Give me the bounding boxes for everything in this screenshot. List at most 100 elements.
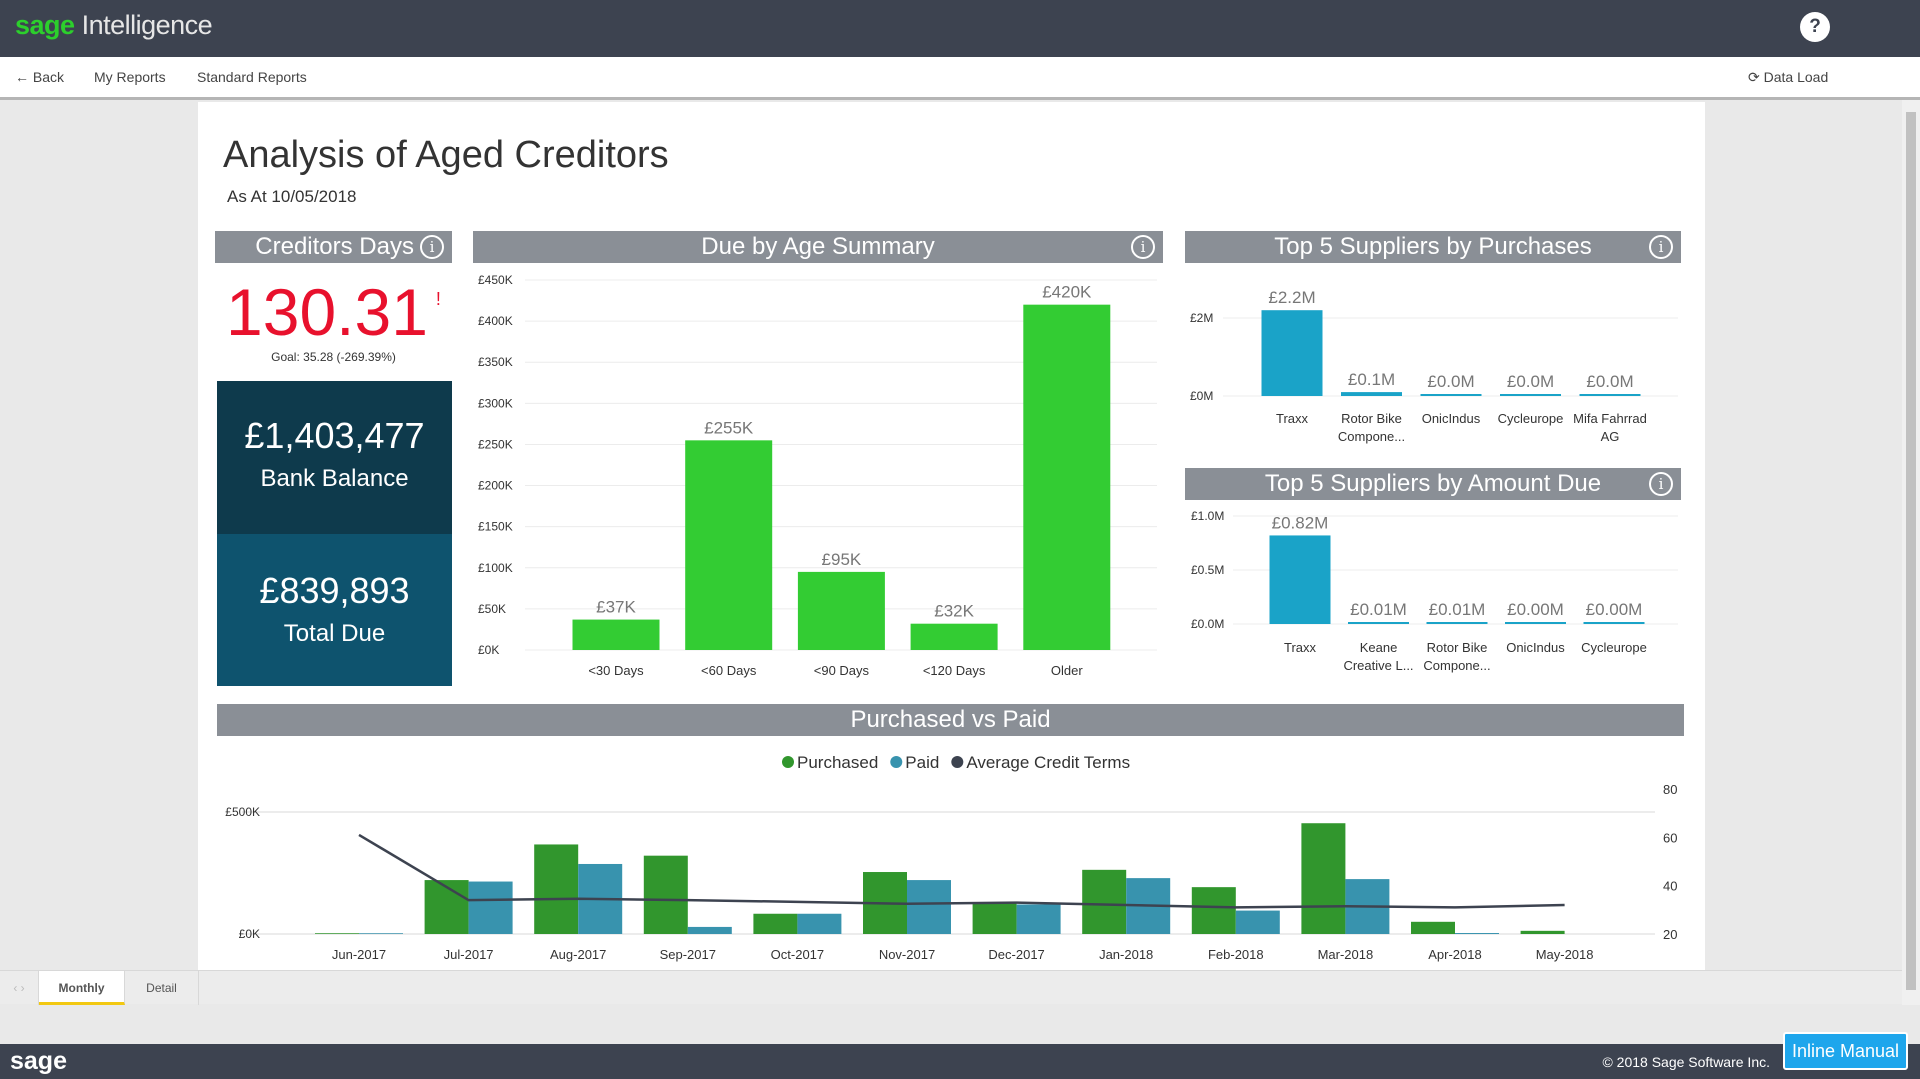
x-tick-label: Rotor Bike: [1427, 640, 1488, 655]
report-date: As At 10/05/2018: [227, 187, 357, 206]
purchased-bar: [753, 913, 798, 934]
purchased-bar: [534, 844, 579, 934]
bar: [1269, 535, 1331, 624]
footer: sage © 2018 Sage Software Inc.: [0, 1044, 1920, 1079]
y-tick-label: £0.0M: [1191, 617, 1224, 631]
bar: [1023, 304, 1111, 650]
data-load-button[interactable]: ⟳ Data Load: [1748, 69, 1829, 85]
standard-reports-link[interactable]: Standard Reports: [197, 69, 307, 85]
x-tick-label: Feb-2018: [1208, 947, 1264, 962]
x-tick-label: May-2018: [1536, 947, 1594, 962]
page-tabs: ‹ › Monthly Detail: [0, 970, 1902, 1005]
x-tick-label: Mifa Fahrrad: [1573, 411, 1647, 426]
inline-manual-button[interactable]: Inline Manual: [1783, 1032, 1908, 1070]
paid-bar: [687, 926, 732, 934]
top-purchases-header: Top 5 Suppliers by Purchases i: [1185, 231, 1681, 263]
info-icon[interactable]: i: [1649, 235, 1673, 259]
bar: [572, 619, 660, 650]
y2-tick-label: 60: [1663, 830, 1677, 845]
x-tick-label: <90 Days: [814, 663, 870, 678]
refresh-icon: ⟳: [1748, 69, 1760, 85]
paid-bar: [359, 933, 403, 934]
tab-monthly[interactable]: Monthly: [39, 971, 125, 1005]
alert-icon: !: [435, 289, 441, 309]
purchased-bar: [1082, 869, 1127, 934]
y-tick-label: £150K: [478, 520, 513, 534]
legend-marker: [890, 756, 903, 768]
bar: [1505, 622, 1566, 624]
info-icon[interactable]: i: [1131, 235, 1155, 259]
y-tick-label: £500K: [225, 805, 260, 819]
data-label: £0.00M: [1507, 600, 1564, 619]
total-due-tile: £839,893 Total Due: [217, 534, 452, 686]
data-label: £420K: [1042, 283, 1092, 302]
copyright: © 2018 Sage Software Inc.: [1602, 1054, 1770, 1070]
data-label: £0.01M: [1350, 600, 1407, 619]
purchased-bar: [1520, 930, 1565, 934]
purchased-bar: [1191, 887, 1236, 934]
paid-bar: [468, 881, 513, 934]
my-reports-link[interactable]: My Reports: [94, 69, 166, 85]
y-tick-label: £50K: [478, 602, 506, 616]
x-tick-label: Jun-2017: [332, 947, 386, 962]
y2-tick-label: 80: [1663, 782, 1677, 797]
purchased-bar: [315, 933, 359, 934]
paid-bar: [1235, 910, 1280, 934]
data-label: £0.0M: [1507, 372, 1554, 391]
data-label: £0.0M: [1427, 372, 1474, 391]
purchased-bar: [972, 902, 1017, 934]
y-tick-label: £0M: [1190, 389, 1213, 403]
bar: [1426, 622, 1488, 624]
legend-marker: [951, 756, 964, 768]
bar: [1420, 394, 1482, 396]
scrollbar-thumb[interactable]: [1906, 112, 1916, 990]
purchased-bar: [643, 855, 688, 934]
paid-bar: [1016, 904, 1061, 934]
y-tick-label: £2M: [1190, 311, 1213, 325]
y-tick-label: £350K: [478, 355, 513, 369]
x-tick-label: Sep-2017: [660, 947, 716, 962]
y-tick-label: £0K: [478, 643, 499, 657]
y-tick-label: £100K: [478, 561, 513, 575]
purchased-bar: [1411, 921, 1455, 934]
data-label: £255K: [704, 418, 754, 437]
data-label: £0.01M: [1429, 600, 1486, 619]
y-tick-label: £1.0M: [1191, 509, 1224, 523]
info-icon[interactable]: i: [1649, 472, 1673, 496]
x-tick-label: Apr-2018: [1428, 947, 1481, 962]
creditors-days-value: 130.31!: [226, 275, 441, 349]
bar: [910, 623, 998, 650]
bar: [685, 440, 773, 650]
x-tick-label: Cycleurope: [1581, 640, 1647, 655]
bank-balance-value: £1,403,477: [244, 415, 425, 456]
total-due-value: £839,893: [259, 570, 410, 611]
y-tick-label: £0.5M: [1191, 563, 1224, 577]
paid-bar: [1455, 933, 1499, 934]
app-logo: sage Intelligence: [15, 10, 213, 40]
info-icon[interactable]: i: [420, 235, 444, 259]
x-tick-label: Creative L...: [1343, 658, 1413, 673]
arrow-left-icon: ←: [15, 69, 29, 85]
help-button[interactable]: ?: [1800, 12, 1830, 42]
bar: [1579, 394, 1641, 396]
paid-bar: [797, 913, 842, 934]
bar: [1583, 622, 1645, 624]
x-tick-label: Keane: [1360, 640, 1398, 655]
nav-bar: ← Back My Reports Standard Reports ⟳ Dat…: [0, 57, 1920, 100]
paid-bar: [907, 880, 951, 934]
x-tick-label: Nov-2017: [879, 947, 935, 962]
x-tick-label: Mar-2018: [1318, 947, 1374, 962]
tab-detail[interactable]: Detail: [125, 971, 199, 1005]
x-tick-label: Compone...: [1423, 658, 1490, 673]
back-link[interactable]: ← Back: [15, 69, 65, 85]
x-tick-label: Dec-2017: [988, 947, 1044, 962]
y-tick-label: £250K: [478, 437, 513, 451]
legend-label: Purchased: [797, 753, 878, 772]
vertical-scrollbar[interactable]: [1902, 100, 1920, 1005]
data-label: £0.0M: [1586, 372, 1633, 391]
x-tick-label: Jan-2018: [1099, 947, 1153, 962]
tab-scroll-arrows[interactable]: ‹ ›: [0, 971, 39, 1005]
x-tick-label: OnicIndus: [1506, 640, 1565, 655]
data-label: £95K: [822, 550, 862, 569]
due-by-age-header: Due by Age Summary i: [473, 231, 1163, 263]
